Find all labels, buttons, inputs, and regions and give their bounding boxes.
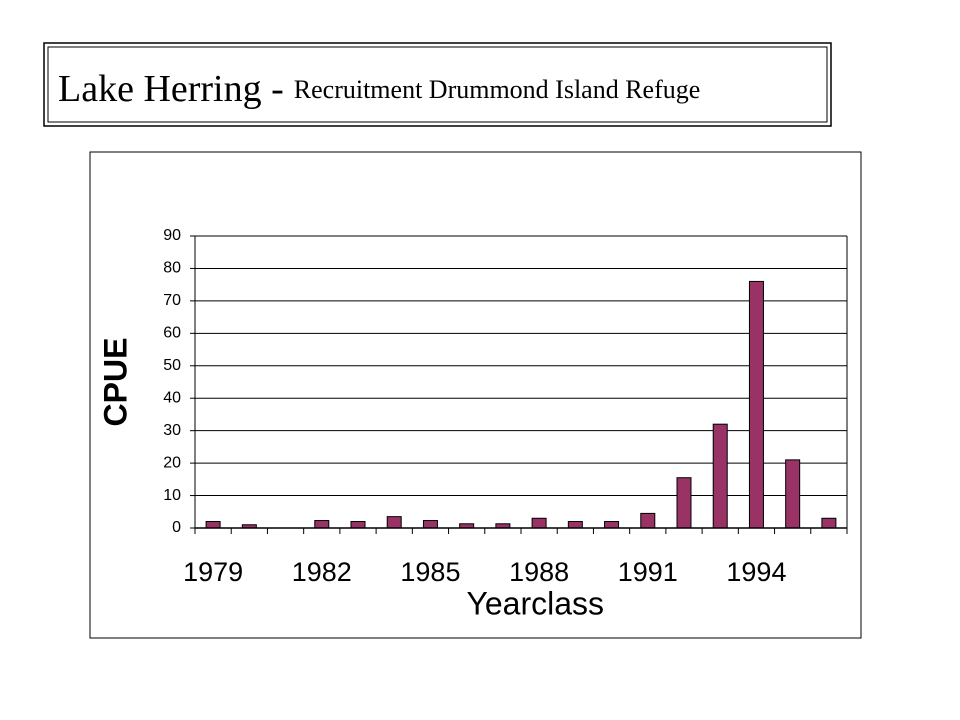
y-tick-label: 20 (163, 454, 181, 471)
y-tick-label: 30 (163, 422, 181, 439)
bar (748, 280, 764, 529)
y-tick-label: 50 (163, 357, 181, 374)
y-tick-label: 70 (163, 292, 181, 309)
x-tick-label: 1979 (183, 557, 243, 587)
bar (640, 512, 656, 529)
x-tick-label: 1988 (509, 557, 569, 587)
bar (422, 520, 438, 529)
bar (314, 520, 330, 529)
title-sub: Recruitment Drummond Island Refuge (294, 75, 701, 104)
title-main: Lake Herring - (58, 68, 284, 110)
y-tick-label: 80 (163, 260, 181, 277)
bar (676, 477, 692, 529)
y-tick-label: 60 (163, 325, 181, 342)
bar (386, 516, 402, 529)
x-tick-label: 1985 (400, 557, 460, 587)
bar (205, 521, 221, 529)
y-axis-label: CPUE (97, 338, 133, 427)
title-box-outer (43, 42, 832, 127)
y-tick-label: 0 (172, 519, 181, 536)
slide-title: Lake Herring - Recruitment Drummond Islan… (58, 68, 700, 110)
title-box-inner (47, 46, 828, 123)
bar (821, 517, 837, 529)
bar (712, 423, 728, 529)
x-tick-label: 1982 (292, 557, 352, 587)
bar (604, 521, 620, 529)
chart-frame (89, 151, 862, 639)
x-axis-label: Yearclass (466, 585, 604, 621)
bar (785, 459, 801, 529)
y-tick-label: 10 (163, 487, 181, 504)
y-tick-label: 40 (163, 389, 181, 406)
y-tick-label: 90 (163, 227, 181, 244)
bar (350, 521, 366, 529)
bar (567, 521, 583, 529)
bar (531, 517, 547, 529)
x-tick-label: 1991 (618, 557, 678, 587)
x-tick-label: 1994 (726, 557, 786, 587)
